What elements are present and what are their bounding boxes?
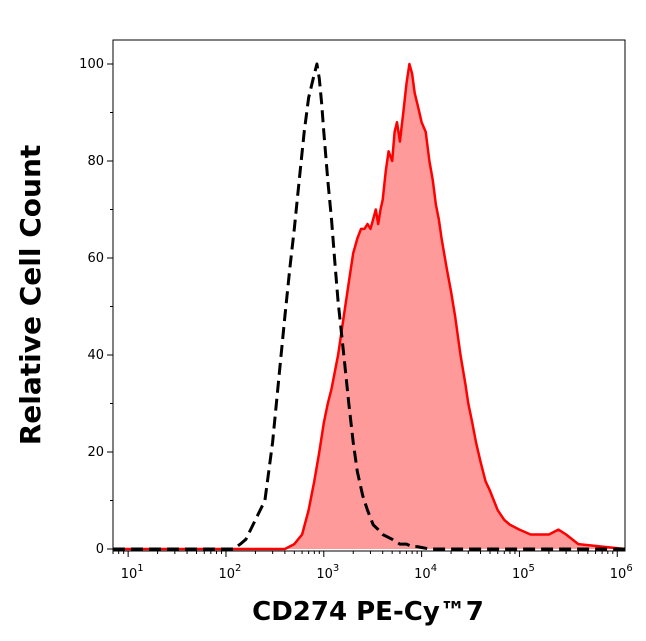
series-layer xyxy=(113,62,626,551)
y-tick-label: 80 xyxy=(87,154,104,169)
x-tick-label: 103 xyxy=(316,563,339,582)
y-axis-title: Relative Cell Count xyxy=(14,145,47,446)
y-tick-label: 20 xyxy=(87,445,104,460)
x-tick-label: 106 xyxy=(610,563,633,582)
x-tick-label: 104 xyxy=(414,563,437,582)
control-histogram-line xyxy=(113,62,625,551)
series-area-fill xyxy=(113,64,625,549)
x-tick-label: 102 xyxy=(219,563,242,582)
plot-frame xyxy=(112,39,626,552)
stained-histogram-line xyxy=(113,62,626,551)
y-tick-label: 60 xyxy=(87,251,104,266)
y-tick-label: 40 xyxy=(87,348,104,363)
x-tick-label: 101 xyxy=(121,563,144,582)
axis-layer: 0 20 40 60 80 100 101 102 103 104 105 106 xyxy=(79,57,633,582)
y-tick-label: 100 xyxy=(79,57,104,72)
y-tick-label: 0 xyxy=(96,542,104,557)
x-tick-label: 105 xyxy=(512,563,535,582)
x-axis-title: CD274 PE-Cy™7 xyxy=(252,597,484,627)
